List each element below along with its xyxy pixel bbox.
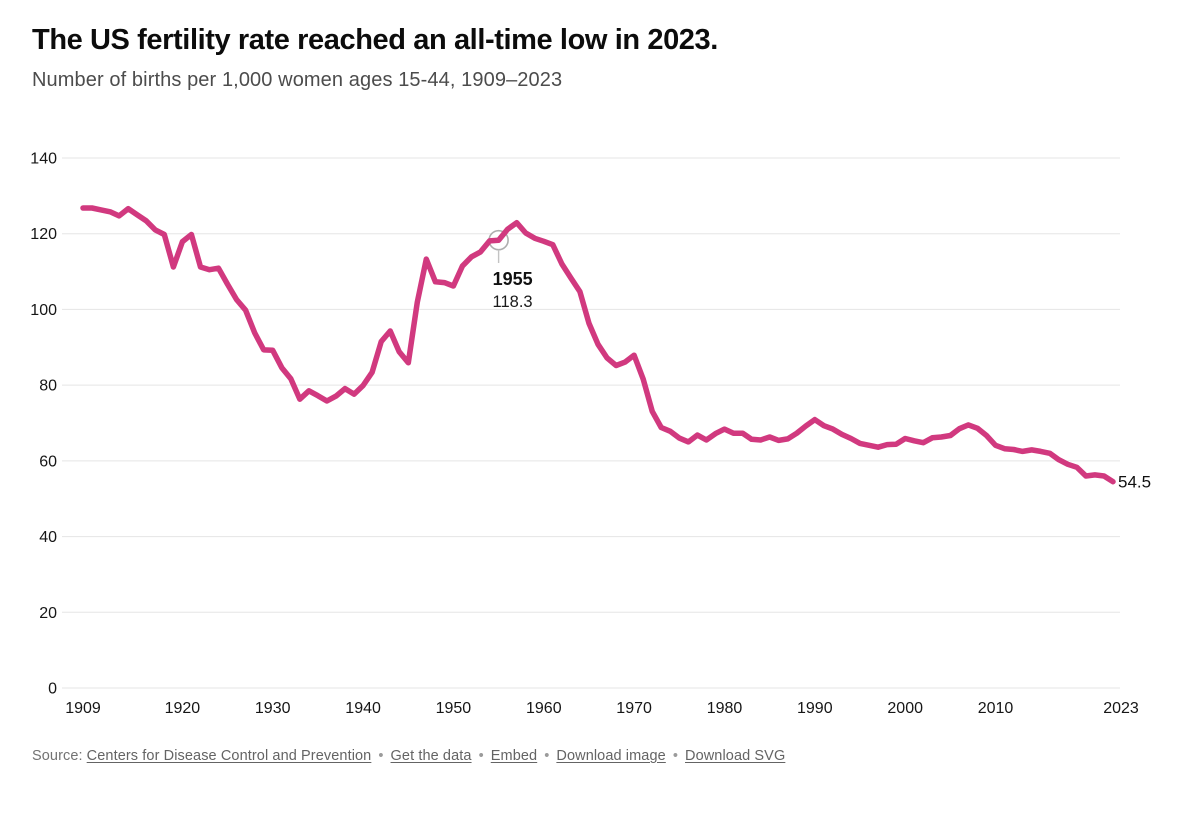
embed-link[interactable]: Embed: [490, 748, 538, 764]
end-value-label: 54.5: [1118, 473, 1151, 492]
x-tick-label: 1940: [345, 700, 381, 717]
download-image-link[interactable]: Download image: [556, 748, 666, 764]
annotation-value-label: 118.3: [493, 293, 533, 311]
x-tick-label: 1970: [616, 700, 652, 717]
page-title: The US fertility rate reached an all-tim…: [32, 24, 718, 56]
x-tick-label: 2000: [887, 700, 923, 717]
x-tick-label: 1990: [797, 700, 833, 717]
y-tick-label: 40: [39, 529, 57, 546]
x-tick-label: 1950: [436, 700, 472, 717]
y-tick-label: 100: [30, 302, 57, 319]
x-tick-label: 1980: [707, 700, 743, 717]
separator-dot: •: [478, 748, 484, 764]
source-label: Source:: [32, 748, 83, 764]
x-tick-label: 1909: [65, 700, 101, 717]
source-link-cdc[interactable]: Centers for Disease Control and Preventi…: [86, 748, 372, 764]
annotation-year-label: 1955: [493, 269, 533, 289]
x-tick-label: 1960: [526, 700, 562, 717]
get-the-data-link[interactable]: Get the data: [390, 748, 472, 764]
x-tick-label: 1930: [255, 700, 291, 717]
y-tick-label: 120: [30, 226, 57, 243]
chart-subtitle: Number of births per 1,000 women ages 15…: [32, 69, 563, 92]
y-tick-label: 80: [39, 378, 57, 395]
chart-header: The US fertility rate reached an all-tim…: [32, 22, 1172, 92]
download-svg-link[interactable]: Download SVG: [685, 748, 786, 764]
separator-dot: •: [378, 748, 384, 764]
y-tick-label: 140: [30, 151, 57, 168]
source-row: Source: Centers for Disease Control and P…: [32, 748, 1172, 764]
y-tick-label: 60: [39, 453, 57, 470]
fertility-rate-line: [80, 205, 1116, 485]
y-tick-label: 0: [48, 681, 57, 698]
separator-dot: •: [544, 748, 550, 764]
x-tick-label: 2023: [1103, 700, 1139, 717]
x-tick-label: 2010: [978, 700, 1014, 717]
x-tick-label: 1920: [165, 700, 201, 717]
y-tick-label: 20: [39, 605, 57, 622]
separator-dot: •: [672, 748, 678, 764]
